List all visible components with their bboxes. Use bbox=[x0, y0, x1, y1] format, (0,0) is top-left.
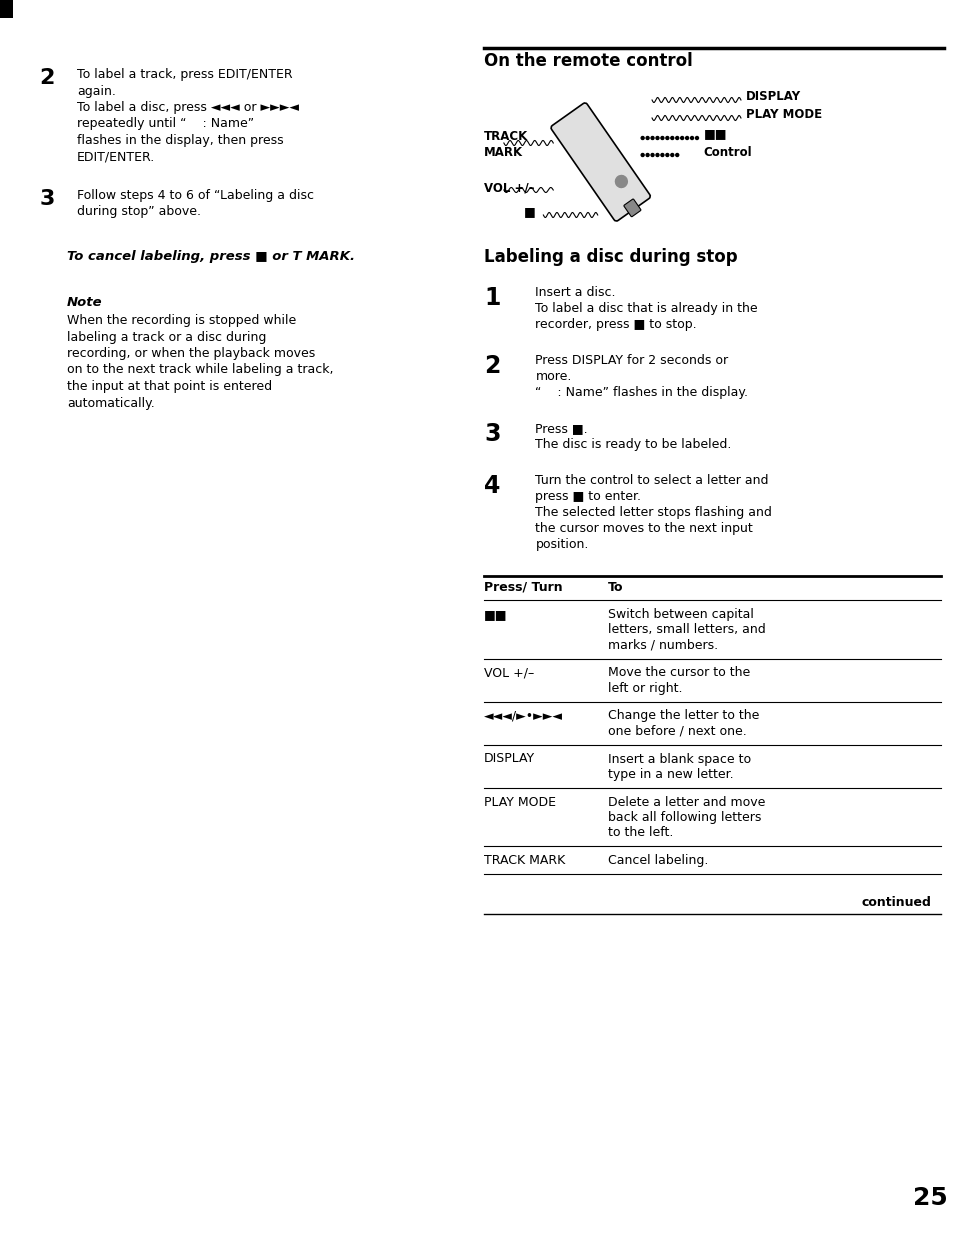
Text: ■■: ■■ bbox=[702, 127, 726, 141]
Text: Change the letter to the: Change the letter to the bbox=[607, 709, 759, 723]
FancyBboxPatch shape bbox=[551, 102, 650, 221]
Text: type in a new letter.: type in a new letter. bbox=[607, 768, 733, 780]
Circle shape bbox=[650, 137, 654, 139]
Text: When the recording is stopped while: When the recording is stopped while bbox=[67, 314, 296, 327]
Text: the input at that point is entered: the input at that point is entered bbox=[67, 380, 272, 393]
Text: To: To bbox=[607, 581, 622, 594]
Circle shape bbox=[645, 137, 648, 139]
Text: To label a track, press EDIT/ENTER: To label a track, press EDIT/ENTER bbox=[77, 68, 293, 81]
Text: continued: continued bbox=[861, 895, 930, 909]
Text: back all following letters: back all following letters bbox=[607, 811, 760, 824]
Text: Press/ Turn: Press/ Turn bbox=[483, 581, 562, 594]
Text: press ■ to enter.: press ■ to enter. bbox=[535, 490, 640, 503]
Text: 1: 1 bbox=[483, 286, 500, 309]
Polygon shape bbox=[0, 0, 12, 18]
Text: On the remote control: On the remote control bbox=[483, 52, 692, 70]
Text: automatically.: automatically. bbox=[67, 397, 154, 409]
Text: Delete a letter and move: Delete a letter and move bbox=[607, 795, 764, 809]
Circle shape bbox=[665, 153, 668, 157]
Text: letters, small letters, and: letters, small letters, and bbox=[607, 624, 764, 636]
Circle shape bbox=[690, 137, 693, 139]
Circle shape bbox=[670, 137, 673, 139]
Text: To label a disc that is already in the: To label a disc that is already in the bbox=[535, 302, 758, 314]
Text: 4: 4 bbox=[483, 473, 500, 498]
Text: ■■: ■■ bbox=[483, 608, 507, 621]
Circle shape bbox=[680, 137, 683, 139]
Text: 3: 3 bbox=[483, 422, 500, 446]
Text: Control: Control bbox=[702, 145, 751, 159]
Text: marks / numbers.: marks / numbers. bbox=[607, 639, 717, 652]
Text: 2: 2 bbox=[39, 68, 55, 88]
Text: position.: position. bbox=[535, 538, 588, 551]
Text: Note: Note bbox=[67, 296, 103, 309]
Text: “    : Name” flashes in the display.: “ : Name” flashes in the display. bbox=[535, 386, 748, 399]
Text: repeatedly until “    : Name”: repeatedly until “ : Name” bbox=[77, 117, 253, 131]
Text: PLAY MODE: PLAY MODE bbox=[483, 795, 556, 809]
Text: Labeling a disc during stop: Labeling a disc during stop bbox=[483, 248, 737, 266]
Circle shape bbox=[640, 153, 643, 157]
Text: TRACK MARK: TRACK MARK bbox=[483, 854, 565, 867]
Text: flashes in the display, then press: flashes in the display, then press bbox=[77, 134, 283, 147]
Text: ■: ■ bbox=[523, 206, 535, 218]
Text: to the left.: to the left. bbox=[607, 826, 672, 840]
Text: during stop” above.: during stop” above. bbox=[77, 206, 201, 218]
Text: To label a disc, press ◄◄◄ or ►►►◄: To label a disc, press ◄◄◄ or ►►►◄ bbox=[77, 101, 298, 113]
Text: Insert a disc.: Insert a disc. bbox=[535, 286, 616, 298]
Text: The disc is ready to be labeled.: The disc is ready to be labeled. bbox=[535, 438, 731, 451]
Text: the cursor moves to the next input: the cursor moves to the next input bbox=[535, 522, 753, 535]
Text: DISPLAY: DISPLAY bbox=[745, 90, 801, 102]
Text: PLAY MODE: PLAY MODE bbox=[745, 107, 821, 121]
Text: again.: again. bbox=[77, 85, 116, 97]
Circle shape bbox=[670, 153, 673, 157]
Text: Cancel labeling.: Cancel labeling. bbox=[607, 854, 707, 867]
Circle shape bbox=[675, 137, 678, 139]
Text: Press ■.: Press ■. bbox=[535, 422, 587, 435]
Text: DISPLAY: DISPLAY bbox=[483, 752, 535, 766]
Text: recording, or when the playback moves: recording, or when the playback moves bbox=[67, 346, 315, 360]
Circle shape bbox=[656, 137, 659, 139]
Circle shape bbox=[640, 137, 643, 139]
Circle shape bbox=[685, 137, 688, 139]
Circle shape bbox=[645, 153, 648, 157]
Text: ◄◄◄/►•►►◄: ◄◄◄/►•►►◄ bbox=[483, 709, 562, 723]
Text: more.: more. bbox=[535, 370, 571, 383]
Text: recorder, press ■ to stop.: recorder, press ■ to stop. bbox=[535, 318, 697, 330]
Text: Press DISPLAY for 2 seconds or: Press DISPLAY for 2 seconds or bbox=[535, 354, 728, 367]
Circle shape bbox=[675, 153, 678, 157]
Circle shape bbox=[650, 153, 654, 157]
Circle shape bbox=[660, 137, 663, 139]
Text: one before / next one.: one before / next one. bbox=[607, 725, 745, 739]
Text: The selected letter stops flashing and: The selected letter stops flashing and bbox=[535, 506, 772, 519]
Circle shape bbox=[695, 137, 698, 139]
Text: 25: 25 bbox=[912, 1186, 946, 1210]
Text: To cancel labeling, press ■ or T MARK.: To cancel labeling, press ■ or T MARK. bbox=[67, 250, 355, 263]
Text: Move the cursor to the: Move the cursor to the bbox=[607, 667, 749, 679]
Text: left or right.: left or right. bbox=[607, 682, 681, 695]
Text: Insert a blank space to: Insert a blank space to bbox=[607, 752, 750, 766]
Text: labeling a track or a disc during: labeling a track or a disc during bbox=[67, 330, 266, 344]
Circle shape bbox=[615, 175, 627, 187]
Text: Follow steps 4 to 6 of “Labeling a disc: Follow steps 4 to 6 of “Labeling a disc bbox=[77, 189, 314, 202]
Text: 2: 2 bbox=[483, 354, 500, 379]
Text: Turn the control to select a letter and: Turn the control to select a letter and bbox=[535, 473, 768, 487]
Text: TRACK: TRACK bbox=[483, 129, 528, 143]
FancyBboxPatch shape bbox=[623, 199, 640, 217]
Text: VOL +/–: VOL +/– bbox=[483, 181, 534, 195]
Circle shape bbox=[665, 137, 668, 139]
Text: EDIT/ENTER.: EDIT/ENTER. bbox=[77, 150, 155, 164]
Circle shape bbox=[660, 153, 663, 157]
Text: 3: 3 bbox=[39, 189, 55, 210]
Text: on to the next track while labeling a track,: on to the next track while labeling a tr… bbox=[67, 364, 334, 376]
Text: Switch between capital: Switch between capital bbox=[607, 608, 753, 621]
Circle shape bbox=[656, 153, 659, 157]
Text: MARK: MARK bbox=[483, 145, 522, 159]
Text: VOL +/–: VOL +/– bbox=[483, 667, 534, 679]
